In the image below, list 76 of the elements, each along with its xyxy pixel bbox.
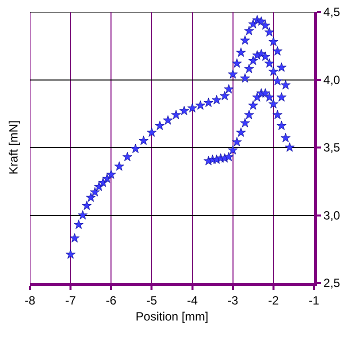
point xyxy=(187,103,198,112)
point xyxy=(146,127,157,137)
point xyxy=(260,20,270,30)
y-tick-label: 2,5 xyxy=(323,276,340,290)
x-tick-label: -5 xyxy=(146,293,158,308)
x-tick-label: -3 xyxy=(228,293,239,308)
point xyxy=(244,110,254,120)
point xyxy=(244,26,254,36)
point xyxy=(171,110,181,120)
point xyxy=(106,169,116,179)
point xyxy=(138,136,149,145)
point xyxy=(272,110,282,120)
point xyxy=(78,210,88,220)
point xyxy=(276,62,286,72)
point xyxy=(74,220,84,229)
y-tick-label: 3,0 xyxy=(323,208,340,222)
point xyxy=(228,69,238,79)
point xyxy=(130,144,140,154)
point xyxy=(260,88,270,98)
point xyxy=(224,152,234,162)
point xyxy=(90,187,100,196)
point xyxy=(272,46,282,56)
y-tick-label: 4,0 xyxy=(323,72,340,87)
point xyxy=(204,98,214,107)
point xyxy=(86,192,96,202)
point xyxy=(276,120,286,130)
point xyxy=(102,174,112,183)
point xyxy=(220,90,230,100)
point xyxy=(122,152,132,162)
point xyxy=(268,36,278,46)
point xyxy=(94,182,104,192)
point xyxy=(268,66,278,76)
point xyxy=(240,73,250,83)
point xyxy=(248,56,258,65)
x-tick-label: -6 xyxy=(106,293,117,308)
x-tick-label: -7 xyxy=(65,293,76,308)
point xyxy=(66,249,76,259)
point xyxy=(236,48,246,57)
point xyxy=(228,145,238,154)
point xyxy=(82,200,92,210)
x-tick-label: -4 xyxy=(186,293,198,308)
point xyxy=(256,16,266,26)
point xyxy=(272,76,282,86)
point xyxy=(280,132,291,142)
point xyxy=(268,98,278,108)
x-axis-title: Position [mm] xyxy=(136,309,208,324)
point xyxy=(240,35,250,45)
point xyxy=(114,161,124,171)
point xyxy=(280,80,291,90)
point xyxy=(212,94,222,104)
point xyxy=(276,92,286,102)
point xyxy=(284,142,295,152)
x-tick-label: -2 xyxy=(268,293,280,308)
point xyxy=(240,118,250,128)
y-tick-label: 3,5 xyxy=(323,140,340,155)
x-tick-label: -1 xyxy=(308,293,320,308)
x-tick-label: -8 xyxy=(24,293,36,308)
point xyxy=(195,100,206,110)
y-tick-label: 4,5 xyxy=(323,5,340,20)
point xyxy=(232,58,242,68)
point xyxy=(236,127,246,137)
point xyxy=(244,64,254,74)
point xyxy=(252,92,262,102)
y-axis-title: Kraft [mN] xyxy=(6,120,20,174)
point xyxy=(70,233,80,242)
point xyxy=(163,115,173,125)
point xyxy=(179,106,190,116)
point xyxy=(264,92,274,102)
point xyxy=(264,58,274,68)
point xyxy=(248,19,258,28)
point xyxy=(154,120,165,130)
point xyxy=(232,136,242,146)
point xyxy=(264,27,274,37)
point xyxy=(248,100,258,110)
point xyxy=(224,84,234,94)
point xyxy=(260,52,270,61)
